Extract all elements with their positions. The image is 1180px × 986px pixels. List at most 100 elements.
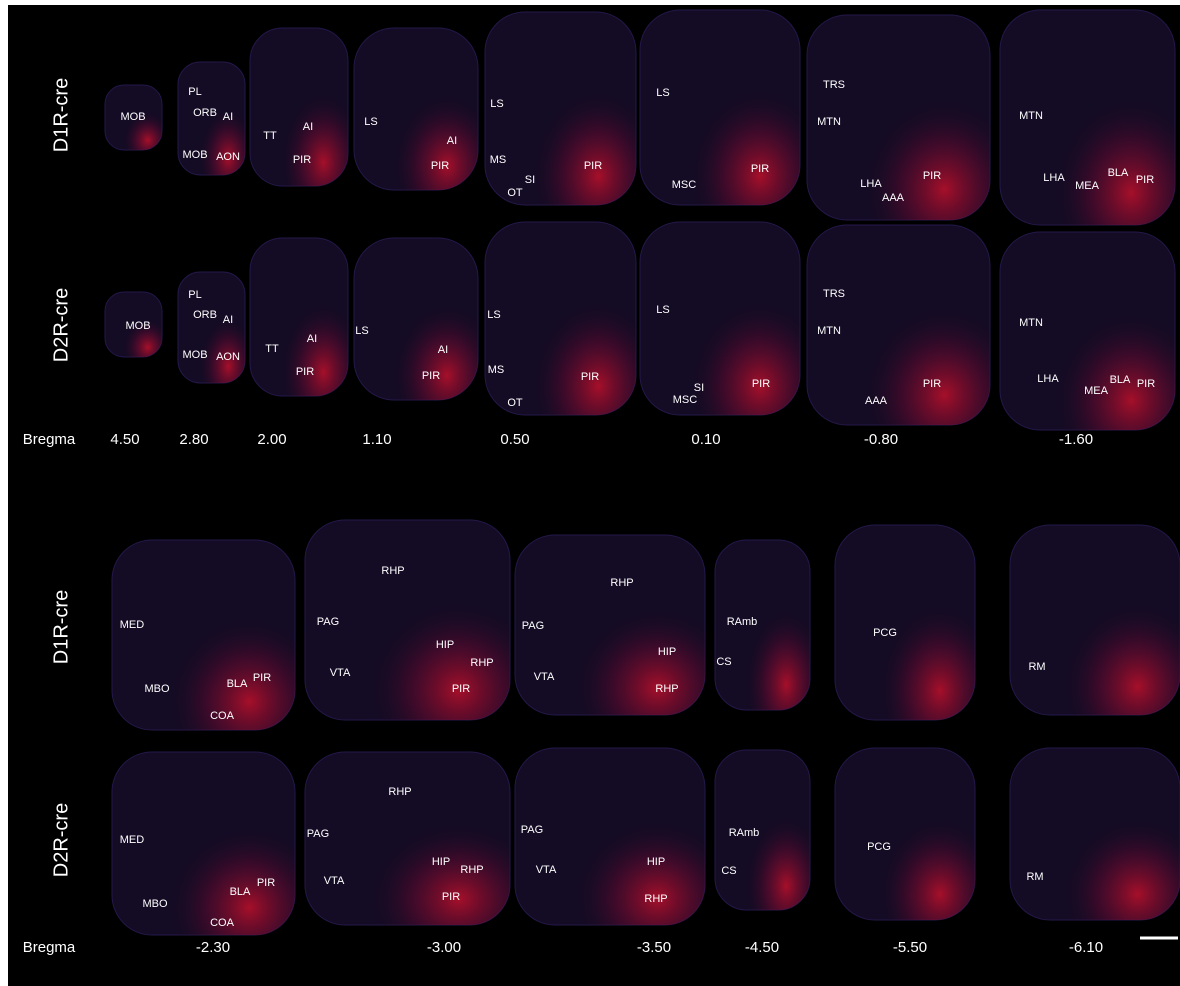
region-label: MEA [1075,180,1100,192]
page: {"panels": [ {"rows": [ {"label": "D1R-c… [0,0,1180,986]
region-label: COA [210,710,235,722]
region-label: PAG [317,616,339,628]
region-label: PIR [257,877,275,889]
region-label: VTA [330,667,351,679]
bregma-label: Bregma [23,431,76,448]
region-label: LS [490,98,503,110]
region-label: AI [307,333,317,345]
region-label: PCG [867,841,891,853]
row-label: D2R-cre [50,288,72,362]
region-label: HIP [432,856,450,868]
region-label: TRS [823,288,845,300]
region-label: BLA [230,886,251,898]
region-label: RM [1028,661,1045,673]
red-signal [354,238,478,400]
region-label: BLA [227,678,248,690]
red-signal [515,748,705,925]
red-signal [1010,748,1180,920]
red-signal [640,10,800,205]
region-label: PIR [584,160,602,172]
region-label: OT [507,187,523,199]
region-label: LHA [860,178,882,190]
region-label: MOB [120,111,145,123]
red-signal [835,748,975,920]
region-label: RAmb [729,827,760,839]
region-label: LS [355,325,368,337]
bregma-value: -0.80 [864,431,898,448]
region-label: LS [656,304,669,316]
region-label: MTN [1019,110,1043,122]
region-label: PAG [307,828,329,840]
region-label: SI [525,174,535,186]
region-label: CS [721,865,736,877]
bregma-value: 2.80 [179,431,208,448]
region-label: MSC [673,394,698,406]
region-label: OT [507,397,523,409]
region-label: PIR [442,891,460,903]
region-label: LHA [1043,172,1065,184]
region-label: TT [263,130,277,142]
red-signal [305,752,510,925]
region-label: PAG [521,824,543,836]
region-label: AAA [882,192,905,204]
region-label: RHP [388,786,411,798]
red-signal [640,222,800,415]
region-label: MOB [182,349,207,361]
region-label: AI [303,121,313,133]
region-label: MS [490,154,507,166]
region-label: VTA [534,671,555,683]
region-label: PIR [293,154,311,166]
region-label: MTN [1019,317,1043,329]
region-label: MOB [125,320,150,332]
region-label: PL [188,86,201,98]
red-signal [354,28,478,190]
region-label: PIR [253,672,271,684]
region-label: PIR [752,378,770,390]
region-label: LHA [1037,373,1059,385]
region-label: PIR [923,170,941,182]
region-label: PIR [1137,378,1155,390]
region-label: RHP [381,565,404,577]
region-label: CS [716,656,731,668]
region-label: RHP [610,577,633,589]
bregma-value: 2.00 [257,431,286,448]
region-label: RHP [655,683,678,695]
bregma-value: -5.50 [893,939,927,956]
region-label: PIR [296,366,314,378]
region-label: PCG [873,627,897,639]
bregma-value: 0.10 [691,431,720,448]
region-label: MS [488,364,505,376]
region-label: AI [223,314,233,326]
region-label: MOB [182,149,207,161]
region-label: TRS [823,79,845,91]
region-label: AON [216,151,240,163]
red-signal [1000,232,1175,430]
row-label: D1R-cre [50,590,72,664]
region-label: MED [120,834,145,846]
region-label: MTN [817,325,841,337]
bregma-value: -3.50 [637,939,671,956]
bregma-value: -4.50 [745,939,779,956]
region-label: RHP [644,893,667,905]
bregma-value: 1.10 [362,431,391,448]
row-label: D2R-cre [50,803,72,877]
bregma-value: -3.00 [427,939,461,956]
region-label: RM [1026,871,1043,883]
region-label: MEA [1084,385,1109,397]
region-label: HIP [436,639,454,651]
region-label: PIR [581,371,599,383]
region-label: COA [210,917,235,929]
red-signal [485,12,636,205]
bregma-value: -2.30 [196,939,230,956]
region-label: PIR [452,683,470,695]
region-label: LS [364,116,377,128]
region-label: RHP [470,657,493,669]
red-signal [1010,525,1180,715]
region-label: BLA [1108,167,1129,179]
region-label: AI [223,111,233,123]
region-label: AI [447,135,457,147]
region-label: PIR [1136,174,1154,186]
region-label: MSC [672,179,697,191]
region-label: MTN [817,116,841,128]
red-signal [835,525,975,720]
